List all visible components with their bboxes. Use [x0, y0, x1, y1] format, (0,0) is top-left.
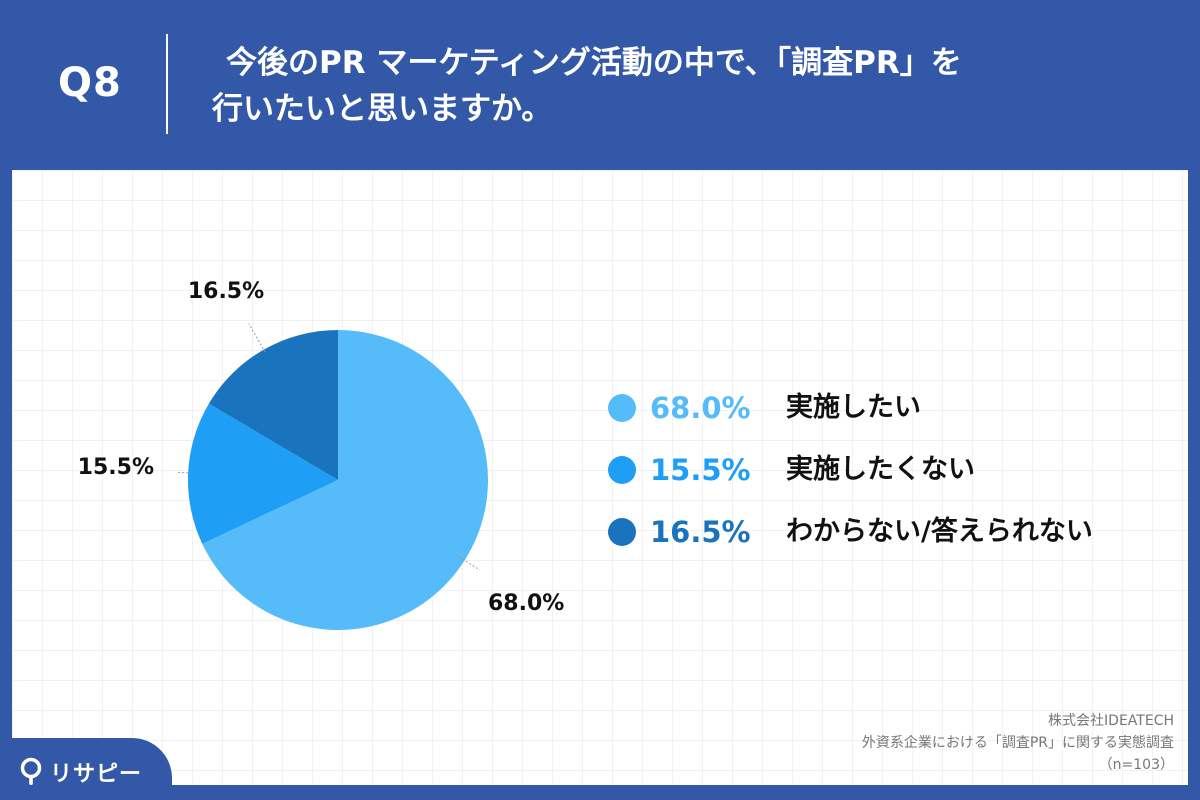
source-company: 株式会社IDEATECH — [1048, 713, 1174, 729]
pie-value-label-3: 16.5% — [188, 279, 264, 304]
legend-label: わからない/答えられない — [786, 516, 1093, 547]
legend-dot-icon — [608, 394, 636, 422]
pie-leader-lines — [177, 323, 481, 571]
legend-item-2: 15.5% 実施したくない — [608, 450, 1168, 512]
pie-value-labels: 68.0% 15.5% 16.5% — [78, 279, 565, 616]
pie-slices — [188, 330, 488, 630]
chart-panel: 68.0% 15.5% 16.5% 68.0% 実施したい 15.5% 実施したくない 16… — [12, 170, 1188, 785]
logo-tab — [0, 738, 172, 800]
leader-line-1 — [455, 554, 481, 571]
pie-slice-3 — [208, 330, 338, 480]
header-divider — [166, 34, 168, 134]
legend-dot-icon — [608, 518, 636, 546]
brand-logo: リサピー — [20, 752, 142, 792]
question-number: Q8 — [58, 60, 122, 106]
pie-value-label-2: 15.5% — [78, 455, 154, 480]
question-line-2: 行いたいと思いますか。 — [212, 91, 553, 127]
pie-chart: 68.0% 15.5% 16.5% — [78, 279, 565, 630]
pin-icon — [20, 757, 42, 785]
pie-slice-1 — [202, 330, 488, 630]
source-sample: （n=103） — [1098, 757, 1174, 773]
pie-slice-2 — [188, 403, 338, 544]
source-survey: 外資系企業における「調査PR」に関する実態調査 — [861, 735, 1174, 751]
question-text: 今後のPR マーケティング活動の中で、「調査PR」を 行いたいと思いますか。 — [212, 40, 1152, 132]
logo-text: リサピー — [50, 762, 143, 787]
legend-percent: 16.5% — [650, 515, 751, 549]
source-note: 株式会社IDEATECH 外資系企業における「調査PR」に関する実態調査 （n=… — [862, 710, 1174, 776]
legend-item-3: 16.5% わからない/答えられない — [608, 512, 1168, 574]
legend-percent: 68.0% — [650, 391, 751, 425]
question-line-1: 今後のPR マーケティング活動の中で、「調査PR」を — [226, 45, 962, 81]
legend-percent: 15.5% — [650, 453, 751, 487]
header: Q8 今後のPR マーケティング活動の中で、「調査PR」を 行いたいと思いますか… — [0, 0, 1200, 170]
legend-label: 実施したい — [786, 392, 921, 423]
pie-value-label-1: 68.0% — [488, 591, 564, 616]
legend-item-1: 68.0% 実施したい — [608, 388, 1168, 450]
legend-label: 実施したくない — [786, 454, 975, 485]
legend-dot-icon — [608, 456, 636, 484]
leader-line-3 — [248, 323, 266, 353]
legend: 68.0% 実施したい 15.5% 実施したくない 16.5% わからない/答えられない — [608, 388, 1168, 574]
